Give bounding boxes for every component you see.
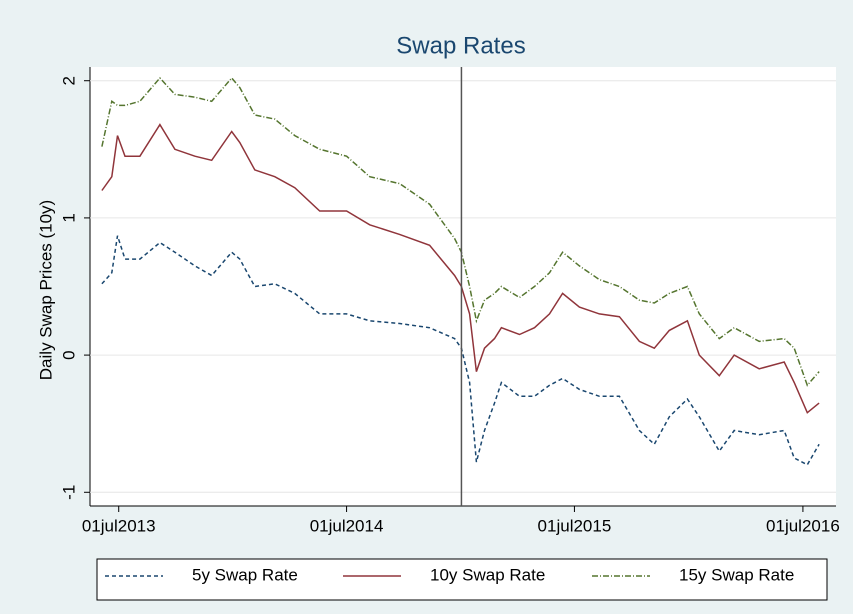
- y-tick-label: 0: [59, 350, 78, 359]
- x-tick-label: 01jul2013: [82, 516, 156, 535]
- x-tick-label: 01jul2016: [766, 516, 840, 535]
- y-tick-label: -1: [59, 485, 78, 500]
- series-line: [101, 235, 820, 466]
- chart-title: Swap Rates: [396, 32, 525, 59]
- series-line: [101, 123, 820, 414]
- legend-label: 15y Swap Rate: [679, 565, 794, 584]
- legend-label: 10y Swap Rate: [430, 565, 545, 584]
- x-tick-label: 01jul2014: [310, 516, 384, 535]
- y-tick-label: 2: [59, 76, 78, 85]
- x-tick-label: 01jul2015: [538, 516, 612, 535]
- legend-label: 5y Swap Rate: [192, 565, 298, 584]
- plot-area: [90, 67, 836, 506]
- legend: [96, 558, 828, 601]
- y-axis-label: Daily Swap Prices (10y): [36, 200, 55, 380]
- series-line: [101, 76, 820, 387]
- y-tick-label: 1: [59, 213, 78, 222]
